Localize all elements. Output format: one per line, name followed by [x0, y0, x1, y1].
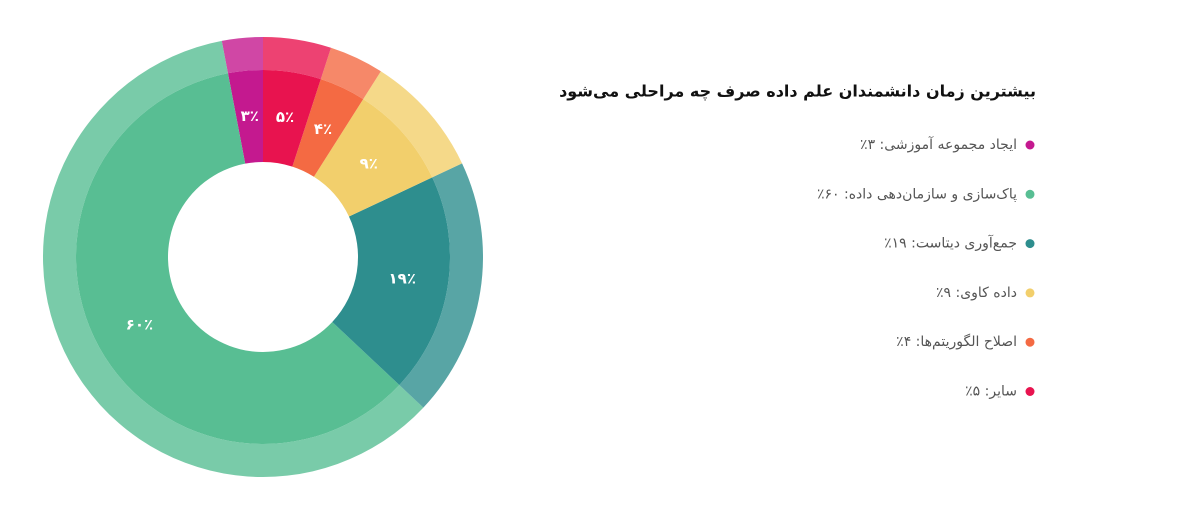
legend-marker	[1025, 337, 1035, 347]
legend-text: پاک‌سازی و سازمان‌دهی داده: ۶۰٪	[817, 186, 1017, 202]
slice	[227, 70, 263, 164]
slice-label: ۱۹٪	[389, 270, 416, 288]
legend-marker	[1025, 140, 1035, 150]
slice	[292, 79, 364, 177]
chart-title: بیشترین زمان دانشمندان علم داده صرف چه م…	[559, 82, 1036, 102]
slice	[313, 99, 433, 217]
legend-marker	[1025, 387, 1035, 396]
slice-outer	[399, 163, 483, 408]
slice-outer	[221, 37, 263, 74]
slice	[76, 73, 400, 445]
legend-marker	[1025, 239, 1035, 249]
slice-outer	[43, 40, 424, 478]
slice-outer	[363, 71, 463, 178]
legend-marker	[1025, 189, 1035, 199]
legend-text: ایجاد مجموعه آموزشی: ۳٪	[860, 136, 1017, 153]
slice-label: ۵٪	[276, 108, 294, 126]
slice-label: ۳٪	[241, 107, 259, 125]
slice-outer	[263, 37, 331, 80]
legend-text: سایر: ۵٪	[965, 384, 1017, 400]
slice-label: ۹٪	[360, 154, 378, 172]
legend-text: داده کاوی: ۹٪	[936, 285, 1017, 301]
legend-text: جمع‌آوری دیتاست: ۱۹٪	[884, 235, 1017, 252]
legend-marker	[1025, 288, 1035, 298]
legend-text: اصلاح الگوریتم‌ها: ۴٪	[896, 333, 1017, 350]
slice-label: ۶۰٪	[126, 315, 153, 333]
slice	[263, 70, 321, 167]
slice-outer	[320, 47, 381, 100]
slice	[332, 177, 451, 386]
slice-label: ۴٪	[314, 120, 332, 138]
